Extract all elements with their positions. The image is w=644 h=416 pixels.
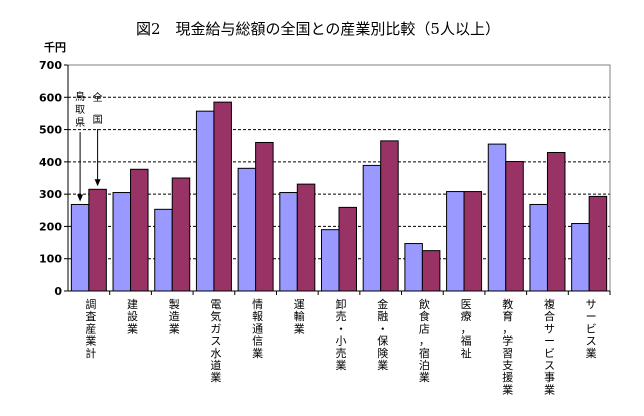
category-label: サービス業 (586, 298, 597, 360)
bar (255, 141, 274, 292)
category-label: 卸売・小売業 (336, 297, 347, 372)
category-label: 飲食店，宿泊業 (419, 297, 430, 384)
category-label: 医療，福祉 (461, 298, 472, 360)
annotation-arrowhead (94, 179, 101, 187)
annotation-arrowhead (77, 194, 84, 202)
annotation-label: 全国 (93, 91, 103, 126)
bar (362, 164, 382, 292)
category-labels: 調査産業計 建設業 製造業 電気ガス水道業 情報通信業 運輸業 卸売・小売業 金融・保険業 飲食… (85, 297, 596, 396)
category-label: 調査産業計 (85, 297, 96, 360)
bar (130, 168, 149, 292)
bar (404, 243, 423, 292)
y-tick-label: 300 (39, 188, 62, 201)
category-label: 電気ガス水道業 (210, 298, 221, 384)
y-tick-labels: 0 100 200 300 400 500 600 700 (39, 59, 62, 298)
bar (154, 208, 173, 292)
bar (195, 110, 215, 292)
category-label: 教育，学習支援業 (502, 298, 513, 396)
bar (171, 177, 191, 292)
bar (529, 203, 548, 292)
y-tick-label: 700 (39, 59, 62, 72)
bar (279, 192, 298, 292)
bar (487, 143, 507, 292)
category-label: 金融・保険業 (377, 297, 388, 372)
y-tick-label: 500 (39, 124, 62, 137)
bars (70, 101, 608, 292)
category-label: 運輸業 (294, 298, 305, 335)
bar (237, 167, 257, 292)
bar (446, 191, 465, 292)
bar (321, 229, 340, 292)
bar (70, 203, 90, 292)
bar (421, 250, 441, 292)
category-label: 情報通信業 (252, 298, 263, 360)
y-tick-label: 600 (39, 91, 62, 104)
bar (463, 191, 483, 292)
annotation-label: 鳥取県 (75, 90, 85, 129)
category-label: 建設業 (127, 297, 138, 335)
bar (88, 188, 107, 292)
bar (338, 206, 357, 292)
category-label: 複合サービス事業 (544, 297, 555, 396)
axes (64, 64, 611, 295)
y-tick-label: 400 (39, 156, 62, 169)
bar (505, 161, 524, 292)
bar (588, 195, 608, 292)
bar (296, 183, 316, 292)
y-tick-label: 0 (54, 285, 62, 298)
bar (571, 223, 590, 292)
y-axis-unit: 千円 (44, 40, 66, 54)
chart-title: 図2 現金給与総額の全国との産業別比較（5人以上） (136, 20, 500, 38)
category-label: 製造業 (169, 297, 180, 335)
bar (213, 101, 232, 292)
y-tick-label: 100 (39, 253, 62, 266)
bar (546, 151, 566, 292)
bar (380, 140, 399, 292)
y-tick-label: 200 (39, 220, 62, 233)
bar (112, 192, 132, 292)
